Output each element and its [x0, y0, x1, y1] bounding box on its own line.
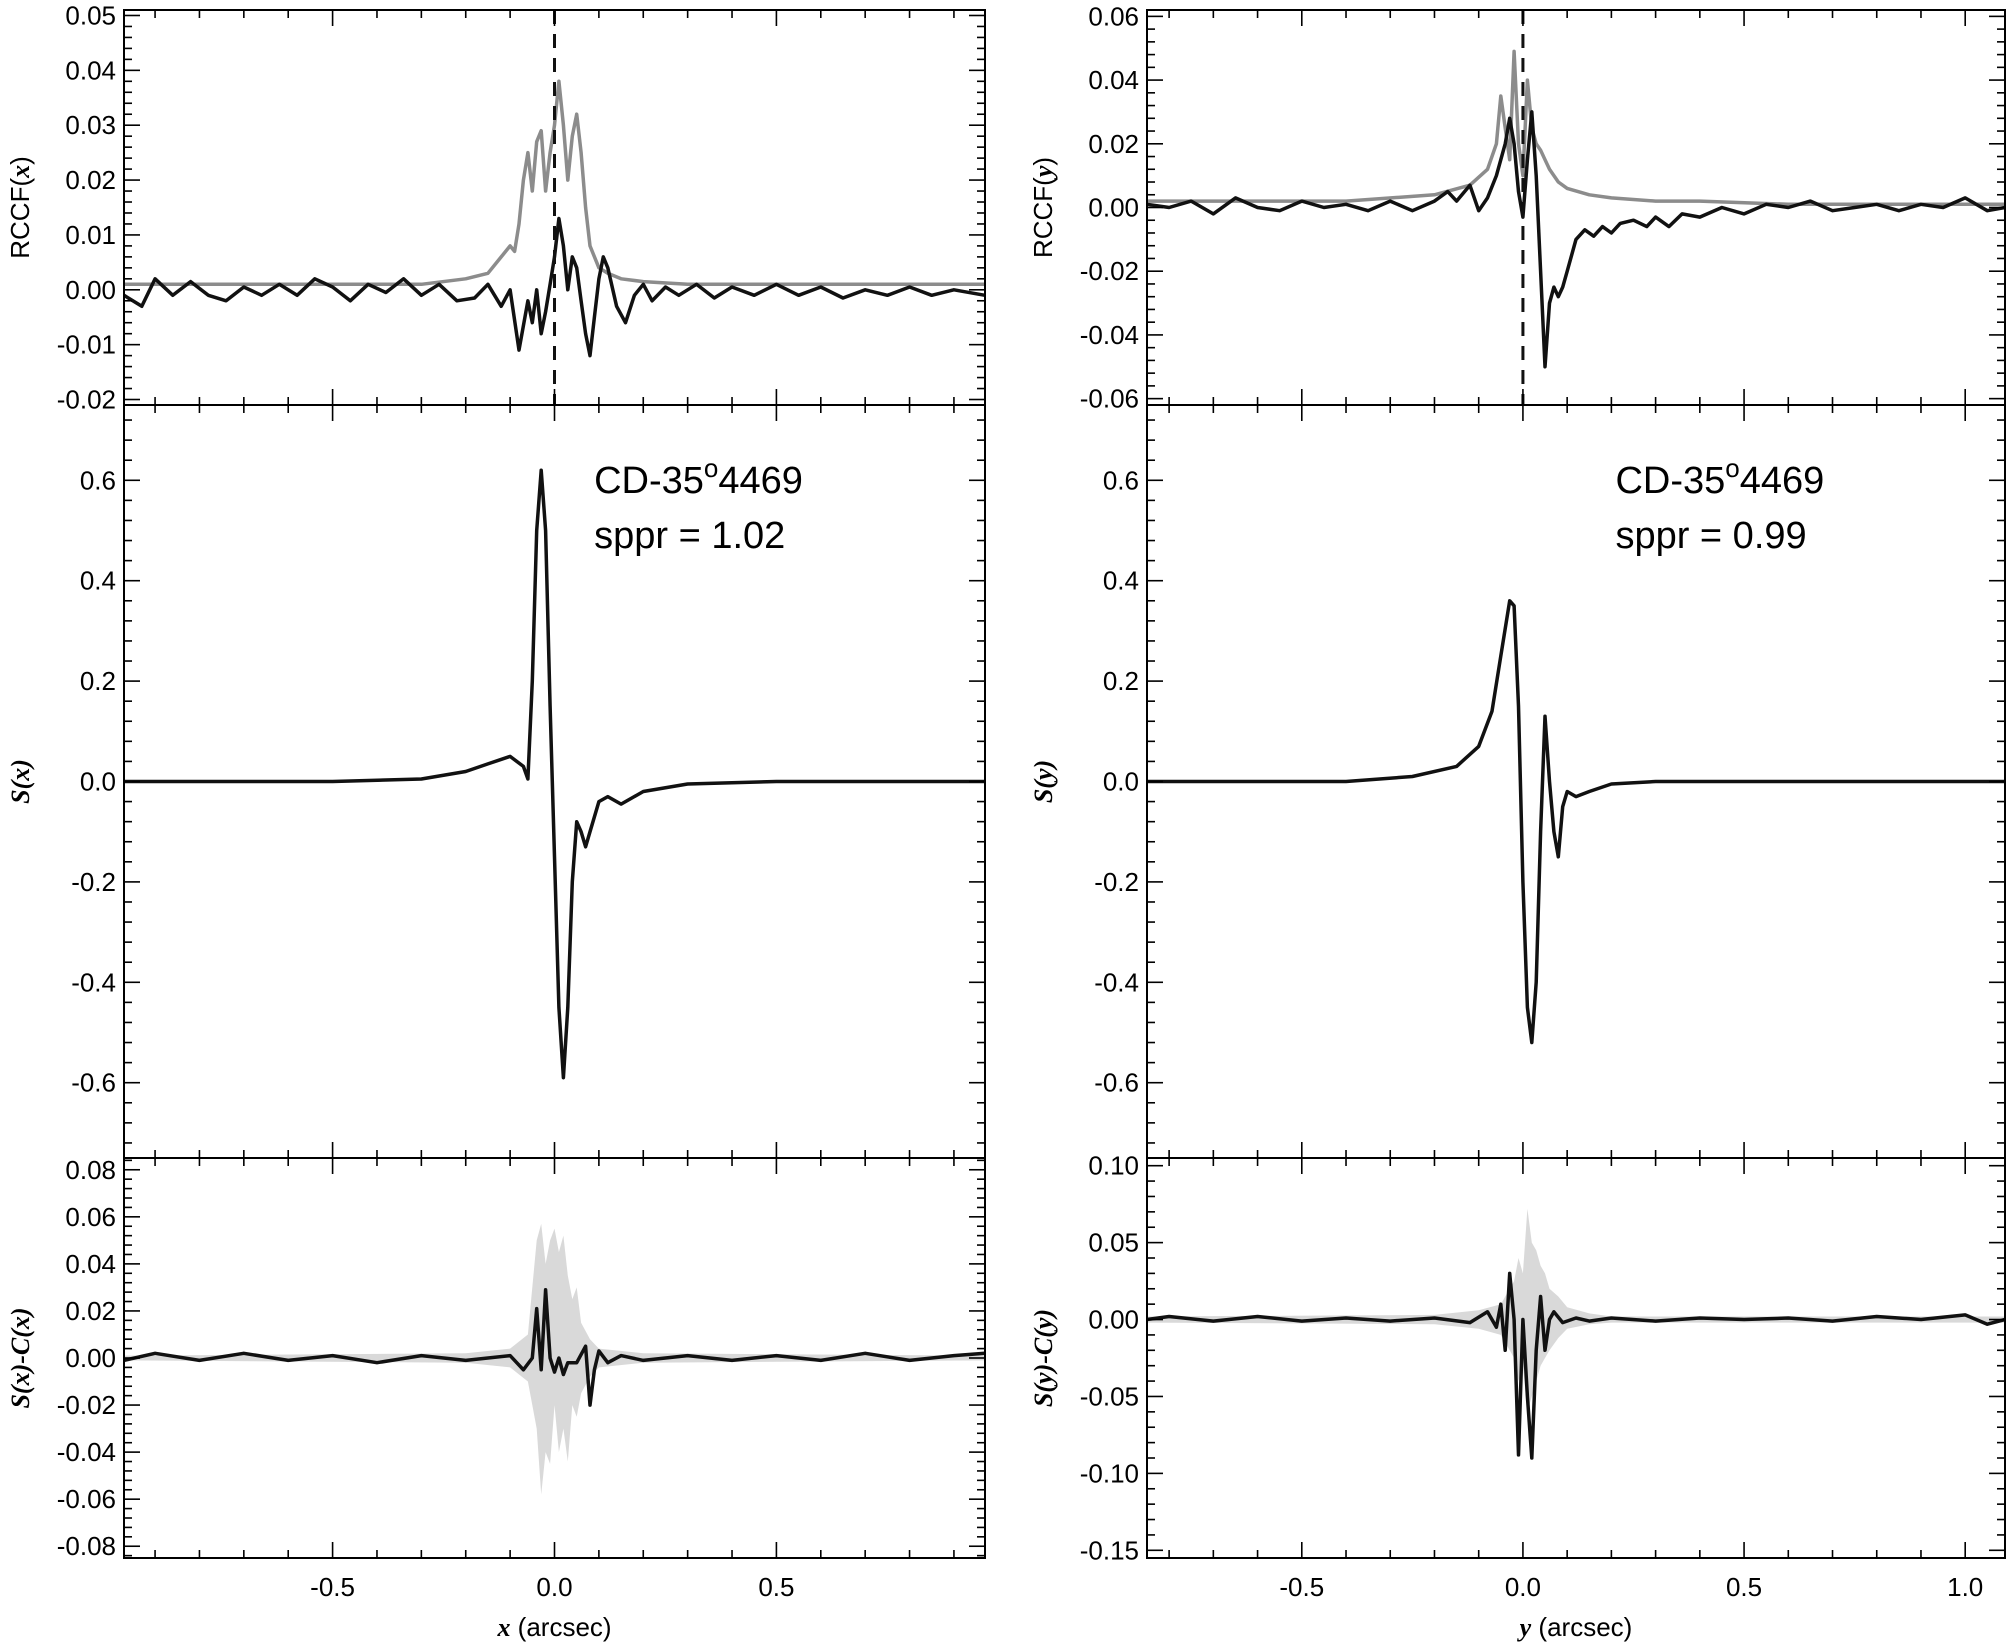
right-top-ytick-label: 0.04	[1088, 65, 1139, 95]
right-top-ytick-label: -0.02	[1080, 256, 1139, 286]
right-top-ytick-label: -0.06	[1080, 384, 1139, 414]
left-top-ytick-label: -0.01	[57, 330, 116, 360]
left-bottom-ytick-label: 0.08	[65, 1155, 116, 1185]
right-middle-ylabel: S(y)	[1029, 760, 1058, 803]
left-top-ytick-label: 0.01	[65, 220, 116, 250]
right-top-ytick-label: 0.00	[1088, 193, 1139, 223]
left-bottom-xlabel: x (arcsec)	[496, 1612, 611, 1642]
left-top-ytick-label: -0.02	[57, 385, 116, 415]
left-bottom-ylabel: S(x)-C(x)	[6, 1307, 35, 1408]
left-bottom-ytick-label: -0.08	[57, 1531, 116, 1561]
left-top-ytick-label: 0.04	[65, 55, 116, 85]
right-bottom-xtick-label: 0.0	[1505, 1572, 1541, 1602]
left-bottom-ytick-label: -0.04	[57, 1437, 116, 1467]
left-middle-ytick-label: -0.2	[71, 867, 116, 897]
right-middle-sppr: sppr = 0.99	[1615, 515, 1806, 557]
left-bottom-xtick-label: 0.0	[536, 1572, 572, 1602]
right-bottom-ylabel: S(y)-C(y)	[1029, 1309, 1058, 1407]
right-middle-ytick-label: -0.4	[1094, 967, 1139, 997]
right-middle-ytick-label: 0.6	[1103, 465, 1139, 495]
left-bottom-xtick-label: 0.5	[758, 1572, 794, 1602]
left-middle-ytick-label: 0.6	[80, 465, 116, 495]
left-bottom-ytick-label: 0.04	[65, 1249, 116, 1279]
left-middle-ytick-label: -0.6	[71, 1068, 116, 1098]
panel-left-top: -0.02 -0.01 0.00 0.01 0.02 0.03 0.04 0.05 RCCF(x…	[5, 0, 986, 415]
left-bottom-ytick-label: -0.02	[57, 1390, 116, 1420]
left-top-ytick-label: 0.05	[65, 0, 116, 30]
panel-right-bottom: -0.15 -0.10 -0.05 0.00 0.05 0.10 -0.5 0.0 0.5 1.0…	[1029, 1151, 2006, 1642]
right-middle-ytick-label: -0.2	[1094, 867, 1139, 897]
panel-left-middle: -0.6 -0.4 -0.2 0.0 0.2 0.4 0.6 S(x) CD-35o4469 sp…	[6, 404, 986, 1159]
left-top-ylabel: RCCF(x)	[5, 156, 35, 259]
left-middle-ytick-label: 0.0	[80, 767, 116, 797]
right-bottom-xtick-label: 0.5	[1726, 1572, 1762, 1602]
left-bottom-ytick-label: 0.06	[65, 1202, 116, 1232]
left-middle-ytick-label: -0.4	[71, 967, 116, 997]
right-top-ytick-label: 0.06	[1088, 1, 1139, 31]
right-top-series-1	[1146, 110, 2006, 369]
right-middle-series-0	[1147, 599, 2005, 1045]
right-bottom-band	[1147, 1208, 2005, 1412]
left-middle-sppr: sppr = 1.02	[594, 515, 785, 557]
right-middle-ytick-label: 0.2	[1103, 666, 1139, 696]
left-bottom-ytick-label: 0.02	[65, 1296, 116, 1326]
right-top-series-0	[1147, 49, 2005, 207]
right-middle-star-name: CD-35o4469	[1615, 453, 1824, 502]
right-bottom-ytick-label: 0.10	[1088, 1151, 1139, 1181]
left-top-ytick-label: 0.02	[65, 165, 116, 195]
right-middle-ytick-label: 0.0	[1103, 767, 1139, 797]
left-middle-ylabel: S(x)	[6, 759, 35, 804]
panel-right-top: -0.06 -0.04 -0.02 0.00 0.02 0.04 0.06 RCCF(y)	[1028, 1, 2006, 414]
right-middle-ytick-label: -0.6	[1094, 1068, 1139, 1098]
right-bottom-frame	[1146, 1157, 2006, 1559]
panel-right-middle: -0.6 -0.4 -0.2 0.0 0.2 0.4 0.6 S(y) CD-35o4469 sp…	[1029, 404, 2006, 1159]
left-top-ytick-label: 0.03	[65, 110, 116, 140]
left-top-series-1	[123, 216, 986, 358]
right-middle-ytick-label: 0.4	[1103, 566, 1139, 596]
right-bottom-xtick-label: 1.0	[1947, 1572, 1983, 1602]
left-bottom-xtick-label: -0.5	[310, 1572, 355, 1602]
left-middle-star-name: CD-35o4469	[594, 453, 803, 502]
right-bottom-xlabel: y (arcsec)	[1517, 1612, 1633, 1642]
left-middle-series-0	[124, 468, 985, 1080]
right-top-ylabel: RCCF(y)	[1028, 157, 1058, 258]
right-bottom-ytick-label: 0.00	[1088, 1305, 1139, 1335]
left-middle-ytick-label: 0.4	[80, 566, 116, 596]
right-bottom-ytick-label: -0.10	[1080, 1458, 1139, 1488]
left-bottom-ytick-label: 0.00	[65, 1343, 116, 1373]
left-bottom-series-0	[123, 1288, 986, 1407]
right-bottom-xtick-label: -0.5	[1279, 1572, 1324, 1602]
right-bottom-ytick-label: 0.05	[1088, 1228, 1139, 1258]
left-middle-ytick-label: 0.2	[80, 666, 116, 696]
left-top-ytick-label: 0.00	[65, 275, 116, 305]
left-bottom-band	[124, 1223, 985, 1495]
right-top-ytick-label: -0.04	[1080, 320, 1139, 350]
right-top-frame	[1146, 9, 2006, 406]
panel-left-bottom: -0.08 -0.06 -0.04 -0.02 0.00 0.02 0.04 0.06 0.08…	[6, 1155, 986, 1642]
right-bottom-series-0	[1146, 1271, 2006, 1460]
right-bottom-ytick-label: -0.15	[1080, 1535, 1139, 1565]
left-bottom-ytick-label: -0.06	[57, 1484, 116, 1514]
right-top-ytick-label: 0.02	[1088, 129, 1139, 159]
right-bottom-ytick-label: -0.05	[1080, 1381, 1139, 1411]
